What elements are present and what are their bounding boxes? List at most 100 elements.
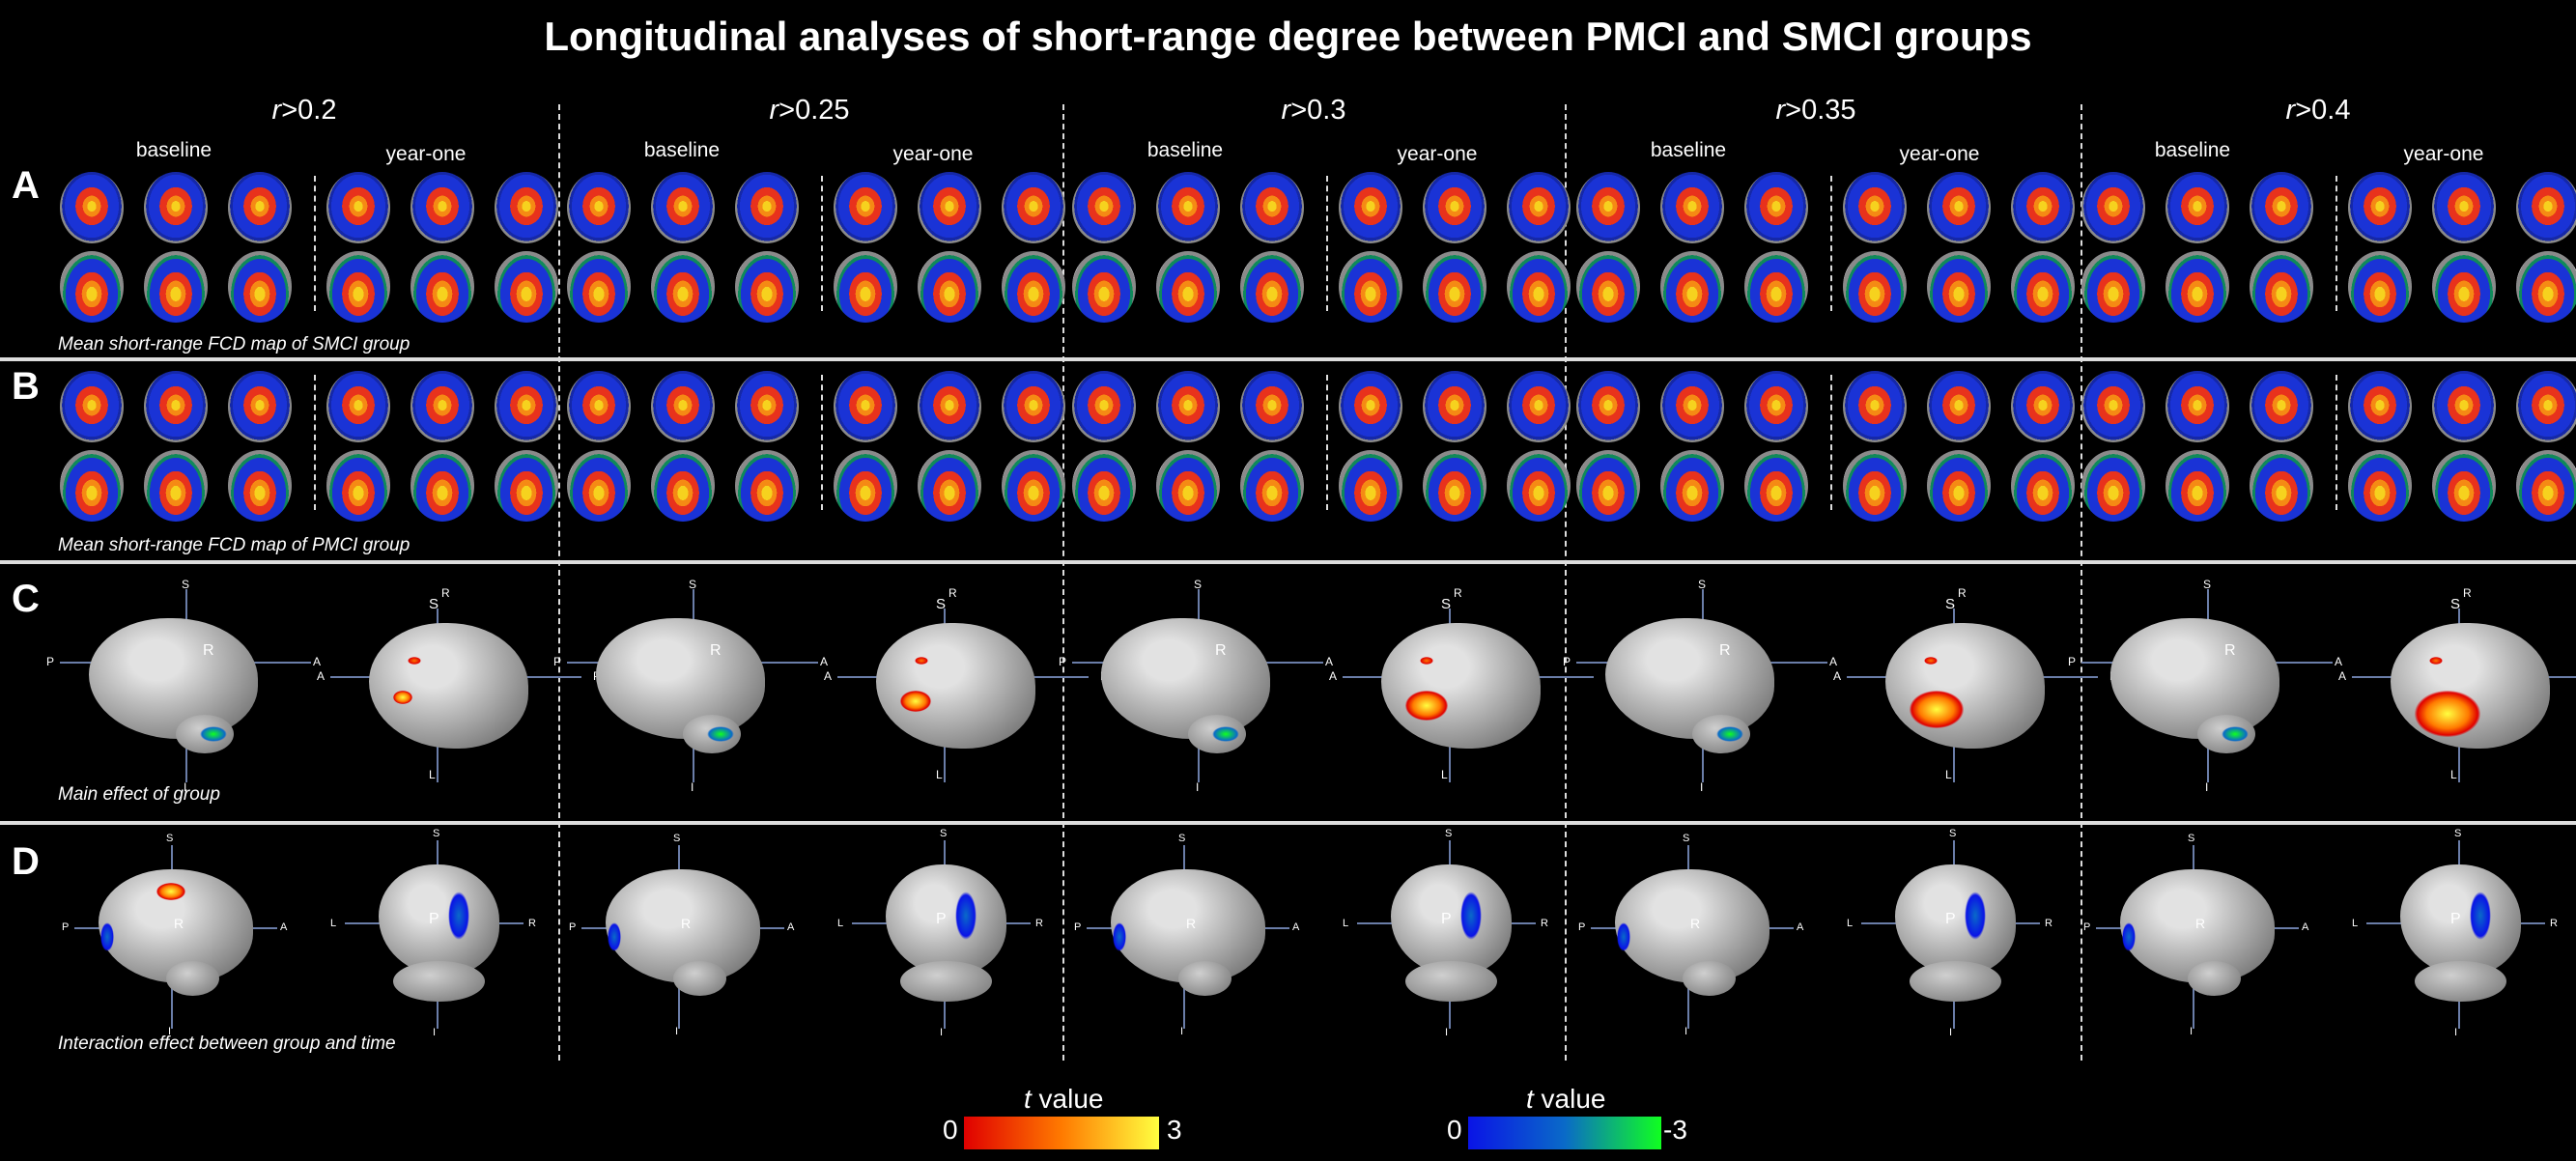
orientation-label: S [166, 833, 174, 844]
orientation-label: R [1719, 642, 1731, 659]
positive-cluster [156, 883, 185, 900]
brain-slice [1843, 172, 1907, 243]
orientation-label: I [1684, 1026, 1688, 1037]
brain-slice [2432, 251, 2496, 323]
brain-slice [228, 450, 292, 522]
brain-slice [1744, 371, 1808, 442]
brain-slice [410, 371, 474, 442]
baseline-label: baseline [643, 139, 721, 161]
brain-slice [1507, 251, 1571, 323]
negative-cluster [200, 726, 227, 742]
brain-slice [2348, 450, 2412, 522]
brain-slice [2081, 251, 2145, 323]
brain-render-medial [1381, 623, 1541, 749]
orientation-label: A [1829, 655, 1838, 668]
orientation-label: A [824, 669, 833, 683]
caption-row-d: Interaction effect between group and tim… [58, 1034, 396, 1054]
brain-slice [735, 371, 799, 442]
orientation-label: P [62, 921, 70, 933]
orientation-label: R [681, 916, 692, 931]
orientation-label: P [46, 655, 55, 668]
timepoint-divider [1326, 176, 1328, 311]
brain-slice [228, 371, 292, 442]
brain-slice [834, 172, 897, 243]
brain-render-posterior [1391, 864, 1512, 976]
brain-slice [567, 172, 631, 243]
orientation-label: R [2224, 642, 2236, 659]
brain-slice [735, 251, 799, 323]
orientation-label: R [2195, 916, 2206, 931]
brain-render-posterior [2400, 864, 2521, 976]
brain-slice [495, 172, 558, 243]
orientation-label: S [429, 596, 439, 612]
orientation-label: R [203, 642, 214, 659]
brain-slice [651, 251, 715, 323]
brain-slice [735, 450, 799, 522]
orientation-label: P [553, 655, 562, 668]
brain-slice [918, 251, 981, 323]
brain-slice [1423, 172, 1486, 243]
positive-cluster [2415, 691, 2480, 737]
brain-slice [410, 172, 474, 243]
caption-row-b: Mean short-range FCD map of PMCI group [58, 535, 410, 555]
brain-slice [144, 450, 208, 522]
orientation-label: S [1194, 578, 1203, 591]
brain-slice [495, 450, 558, 522]
brain-slice [735, 172, 799, 243]
negative-cluster [1716, 726, 1743, 742]
cerebellum [1405, 961, 1497, 1002]
orientation-label: R [1035, 918, 1043, 929]
column-divider [558, 104, 560, 1061]
brain-slice [2011, 371, 2075, 442]
negative-cluster [1212, 726, 1239, 742]
figure-title: Longitudinal analyses of short-range deg… [544, 14, 2032, 59]
brain-slice [651, 172, 715, 243]
negative-cluster [1460, 892, 1482, 940]
brain-slice [2348, 172, 2412, 243]
brain-slice [567, 450, 631, 522]
baseline-label: baseline [1146, 139, 1224, 161]
orientation-label: I [433, 1027, 437, 1038]
negative-cluster [2222, 726, 2249, 742]
brain-slice [1339, 251, 1402, 323]
brain-slice [326, 172, 390, 243]
positive-colorbar-gradient [964, 1117, 1159, 1149]
cerebellum [166, 961, 219, 996]
orientation-label: S [1445, 828, 1453, 839]
brain-slice [60, 251, 124, 323]
brain-slice [1156, 172, 1220, 243]
brain-render-lateral [596, 618, 765, 739]
year-one-label: year-one [2403, 143, 2484, 165]
orientation-label: P [936, 911, 947, 927]
orientation-label: S [1945, 596, 1956, 612]
brain-slice [1843, 371, 1907, 442]
orientation-label: R [174, 916, 184, 931]
cerebellum [673, 961, 726, 996]
positive-colorbar-label: t value [1024, 1084, 1104, 1114]
column-divider [2081, 104, 2082, 1061]
row-label-d: D [12, 840, 40, 883]
brain-slice [2250, 251, 2313, 323]
brain-slice [1002, 251, 1065, 323]
brain-slice [1072, 172, 1136, 243]
brain-slice [651, 371, 715, 442]
timepoint-divider [1326, 375, 1328, 510]
brain-slice [326, 371, 390, 442]
brain-slice [2166, 251, 2229, 323]
brain-slice [1507, 172, 1571, 243]
brain-slice [1423, 371, 1486, 442]
brain-slice [1240, 251, 1304, 323]
brain-slice [2166, 371, 2229, 442]
negative-cluster [707, 726, 734, 742]
brain-slice [2011, 450, 2075, 522]
brain-slice [2081, 172, 2145, 243]
brain-render-posterior [886, 864, 1006, 976]
timepoint-divider [821, 375, 823, 510]
brain-slice [228, 172, 292, 243]
orientation-label: S [689, 578, 697, 591]
brain-slice [1927, 251, 1991, 323]
orientation-label: I [2454, 1027, 2458, 1038]
negative-cluster [1965, 892, 1986, 940]
brain-slice [1156, 251, 1220, 323]
brain-slice [144, 251, 208, 323]
